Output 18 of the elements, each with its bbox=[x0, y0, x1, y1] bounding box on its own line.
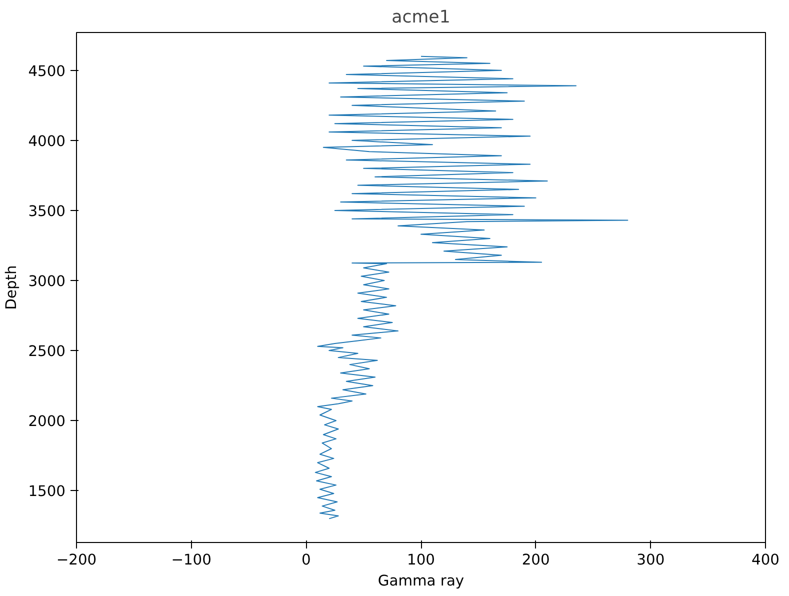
x-axis-title: Gamma ray bbox=[378, 572, 464, 590]
chart-title: acme1 bbox=[392, 8, 450, 28]
x-tick-label: 100 bbox=[407, 552, 435, 568]
y-tick-label: 3500 bbox=[28, 202, 66, 220]
x-tick-label: −200 bbox=[56, 552, 97, 568]
y-axis-title: Depth bbox=[3, 265, 20, 310]
x-tick-label: −100 bbox=[171, 552, 212, 568]
x-tick-label: 300 bbox=[636, 552, 665, 568]
y-tick-label: 4000 bbox=[28, 132, 66, 150]
x-tick-label: 400 bbox=[752, 552, 780, 568]
y-tick-label: 4500 bbox=[28, 62, 66, 80]
y-tick-label: 2500 bbox=[28, 343, 66, 360]
x-tick-label: 0 bbox=[302, 552, 311, 568]
line-series bbox=[314, 56, 628, 520]
x-tick-label: 200 bbox=[522, 552, 550, 568]
y-tick-label: 3000 bbox=[28, 272, 66, 290]
y-tick-label: 1500 bbox=[28, 483, 66, 500]
y-tick-label: 2000 bbox=[28, 413, 66, 430]
